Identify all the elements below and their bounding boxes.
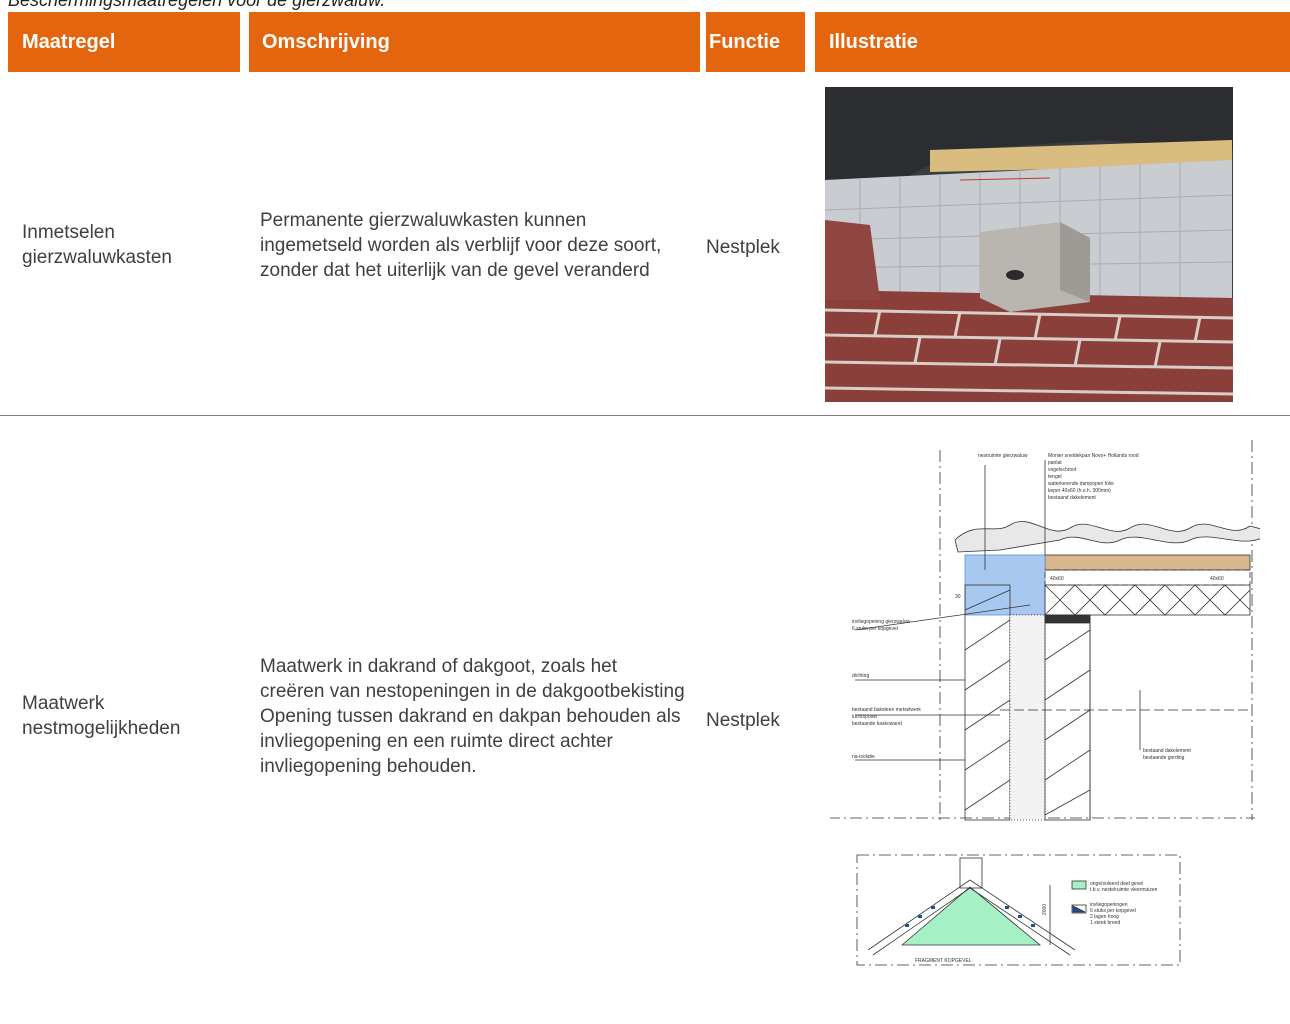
drawing-label: 40x60	[1210, 576, 1224, 582]
header-cell: Functie	[706, 12, 805, 72]
row-divider	[0, 415, 1290, 416]
drawing-label: invliegopeningen	[1090, 902, 1128, 908]
drawing-label: 2000	[1042, 904, 1048, 915]
drawing-label: tengel	[1048, 474, 1062, 480]
drawing-label: 30	[955, 594, 961, 600]
header-cell: Omschrijving	[249, 12, 700, 72]
header-cell: Maatregel	[8, 12, 240, 72]
drawing-label: nestruimte gierzwaluw	[978, 453, 1028, 459]
drawing-label: keper 40x60 (h.o.h. 300mm)	[1048, 488, 1111, 494]
cell: Maatwerk nestmogelijkheden	[22, 416, 237, 1016]
drawing-label: bestaand dakelement	[1143, 748, 1191, 754]
drawing-label: 6 stuks per kopgevel	[852, 626, 898, 632]
cell: Nestplek	[706, 75, 806, 420]
drawing-label: bestaande kaskowand	[852, 721, 902, 727]
paragraph: Maatwerk in dakrand of dakgoot, zoals he…	[260, 655, 685, 702]
photo	[825, 87, 1233, 402]
function: Nestplek	[706, 709, 780, 731]
drawing-label: vogelschroot	[1048, 467, 1077, 473]
drawing-label: Monier sneldekpan Novo+ Hollands rood	[1048, 453, 1139, 459]
drawing-label: bestaand baksteen metselwerk	[852, 707, 921, 713]
drawing-label: 2 lagen hoog	[1090, 914, 1119, 920]
drawing-label: 40x60	[1050, 576, 1064, 582]
section-drawing: nestruimte gierzwaluw Monier sneldekpan …	[830, 440, 1260, 821]
drawing-label: FRAGMENT KOPGEVEL	[915, 958, 972, 964]
cell: Permanente gierzwaluwkasten kunnen ingem…	[260, 75, 685, 415]
drawing-label: waterkerende dampopen folie	[1048, 481, 1114, 487]
drawing-label: t.b.v. nestelruimte vleermuizen	[1090, 887, 1158, 893]
cell: Inmetselen gierzwaluwkasten	[22, 75, 237, 415]
header-cell: Illustratie	[815, 12, 1290, 72]
drawing-label: na-isolatie	[852, 754, 875, 760]
drawing-label: bestaande gording	[1143, 755, 1185, 761]
gable-drawing: ongeïsoleerd deel gevel t.b.v. nestelrui…	[856, 854, 1181, 966]
drawing-label: ongeïsoleerd deel gevel	[1090, 881, 1143, 887]
drawing-label: dichting	[852, 673, 869, 679]
page: Beschermingsmaatregelen voor de gierzwal…	[0, 0, 1290, 966]
paragraph: Opening tussen dakrand en dakpan behoude…	[260, 705, 681, 777]
function: Nestplek	[706, 237, 780, 258]
drawing-label: invliegopening gierzwaluw	[852, 619, 910, 625]
drawing-labels: nestruimte gierzwaluw Monier sneldekpan …	[852, 453, 1224, 761]
drawing-label: luchtspouw	[852, 714, 877, 720]
measure: Maatwerk nestmogelijkheden	[22, 693, 181, 739]
description: Maatwerk in dakrand of dakgoot, zoals he…	[260, 654, 685, 779]
cell: Maatwerk in dakrand of dakgoot, zoals he…	[260, 416, 685, 1016]
drawing-label: 6 stuks per kopgevel	[1090, 908, 1136, 914]
drawing-label: 1 steek breed	[1090, 920, 1121, 926]
cell: Nestplek	[706, 416, 806, 1024]
caption: Beschermingsmaatregelen voor de gierzwal…	[8, 0, 386, 10]
drawing-label: panlat	[1048, 460, 1062, 466]
measure: Inmetselen gierzwaluwkasten	[22, 222, 172, 268]
paragraph: Permanente gierzwaluwkasten kunnen ingem…	[260, 209, 662, 281]
description: Permanente gierzwaluwkasten kunnen ingem…	[260, 208, 685, 283]
drawing-label: bestaand dakelement	[1048, 495, 1096, 501]
